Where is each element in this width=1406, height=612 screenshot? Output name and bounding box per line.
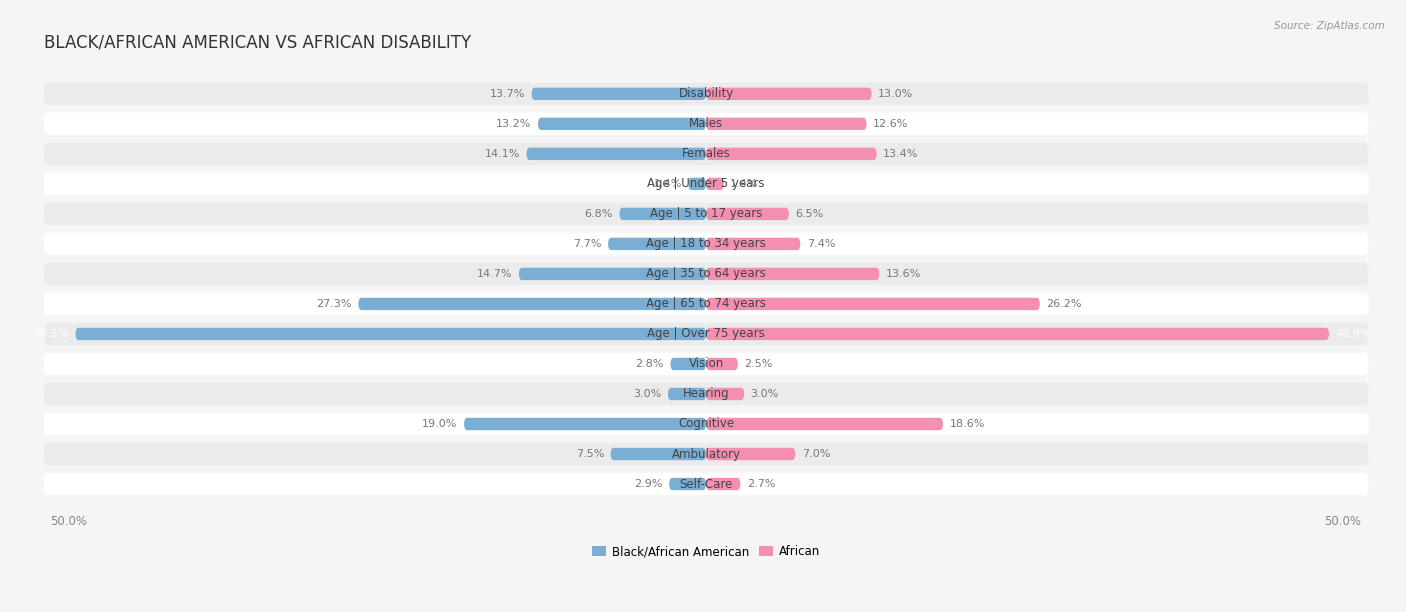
FancyBboxPatch shape	[44, 143, 1368, 165]
FancyBboxPatch shape	[44, 323, 1368, 345]
Text: 6.8%: 6.8%	[585, 209, 613, 219]
Text: Age | 65 to 74 years: Age | 65 to 74 years	[647, 297, 766, 310]
Text: 18.6%: 18.6%	[949, 419, 984, 429]
FancyBboxPatch shape	[706, 237, 800, 250]
Text: 13.6%: 13.6%	[886, 269, 921, 279]
Text: 2.9%: 2.9%	[634, 479, 662, 489]
FancyBboxPatch shape	[669, 478, 706, 490]
FancyBboxPatch shape	[44, 293, 1368, 315]
Text: Disability: Disability	[679, 88, 734, 100]
FancyBboxPatch shape	[44, 473, 1368, 495]
FancyBboxPatch shape	[706, 298, 1040, 310]
Text: 7.0%: 7.0%	[801, 449, 830, 459]
Text: 7.5%: 7.5%	[576, 449, 605, 459]
Text: 49.5%: 49.5%	[34, 329, 69, 339]
Text: 13.7%: 13.7%	[489, 89, 526, 99]
FancyBboxPatch shape	[519, 267, 706, 280]
Text: 27.3%: 27.3%	[316, 299, 352, 309]
FancyBboxPatch shape	[706, 328, 1329, 340]
Text: 14.7%: 14.7%	[477, 269, 512, 279]
Text: 1.4%: 1.4%	[730, 179, 759, 189]
FancyBboxPatch shape	[607, 237, 706, 250]
Text: Self-Care: Self-Care	[679, 477, 733, 491]
FancyBboxPatch shape	[706, 358, 738, 370]
FancyBboxPatch shape	[44, 412, 1368, 435]
FancyBboxPatch shape	[706, 207, 789, 220]
Text: 12.6%: 12.6%	[873, 119, 908, 129]
FancyBboxPatch shape	[44, 382, 1368, 405]
Text: Males: Males	[689, 118, 723, 130]
Text: 2.5%: 2.5%	[744, 359, 773, 369]
Text: 26.2%: 26.2%	[1046, 299, 1081, 309]
FancyBboxPatch shape	[526, 147, 706, 160]
FancyBboxPatch shape	[44, 442, 1368, 465]
Text: 19.0%: 19.0%	[422, 419, 457, 429]
Legend: Black/African American, African: Black/African American, African	[588, 540, 825, 563]
Text: Ambulatory: Ambulatory	[672, 447, 741, 460]
Text: Age | Over 75 years: Age | Over 75 years	[647, 327, 765, 340]
Text: 2.8%: 2.8%	[636, 359, 664, 369]
Text: Age | Under 5 years: Age | Under 5 years	[647, 177, 765, 190]
FancyBboxPatch shape	[706, 448, 796, 460]
FancyBboxPatch shape	[671, 358, 706, 370]
FancyBboxPatch shape	[620, 207, 706, 220]
FancyBboxPatch shape	[668, 388, 706, 400]
Text: Hearing: Hearing	[683, 387, 730, 400]
Text: 14.1%: 14.1%	[485, 149, 520, 159]
FancyBboxPatch shape	[706, 478, 741, 490]
Text: 6.5%: 6.5%	[796, 209, 824, 219]
FancyBboxPatch shape	[44, 233, 1368, 255]
Text: Age | 35 to 64 years: Age | 35 to 64 years	[647, 267, 766, 280]
FancyBboxPatch shape	[464, 418, 706, 430]
FancyBboxPatch shape	[538, 118, 706, 130]
FancyBboxPatch shape	[76, 328, 706, 340]
FancyBboxPatch shape	[706, 88, 872, 100]
Text: 3.0%: 3.0%	[633, 389, 661, 399]
Text: 1.4%: 1.4%	[654, 179, 682, 189]
FancyBboxPatch shape	[44, 113, 1368, 135]
Text: 48.9%: 48.9%	[1336, 329, 1371, 339]
FancyBboxPatch shape	[706, 177, 724, 190]
Text: Source: ZipAtlas.com: Source: ZipAtlas.com	[1274, 21, 1385, 31]
FancyBboxPatch shape	[44, 173, 1368, 195]
FancyBboxPatch shape	[706, 388, 744, 400]
Text: 7.7%: 7.7%	[574, 239, 602, 249]
Text: 13.4%: 13.4%	[883, 149, 918, 159]
Text: Age | 18 to 34 years: Age | 18 to 34 years	[647, 237, 766, 250]
FancyBboxPatch shape	[531, 88, 706, 100]
Text: 7.4%: 7.4%	[807, 239, 835, 249]
Text: Females: Females	[682, 147, 731, 160]
FancyBboxPatch shape	[610, 448, 706, 460]
Text: 13.0%: 13.0%	[879, 89, 914, 99]
Text: Cognitive: Cognitive	[678, 417, 734, 430]
FancyBboxPatch shape	[44, 353, 1368, 375]
FancyBboxPatch shape	[706, 267, 879, 280]
FancyBboxPatch shape	[44, 83, 1368, 105]
FancyBboxPatch shape	[706, 418, 943, 430]
FancyBboxPatch shape	[359, 298, 706, 310]
Text: Age | 5 to 17 years: Age | 5 to 17 years	[650, 207, 762, 220]
Text: 13.2%: 13.2%	[496, 119, 531, 129]
FancyBboxPatch shape	[706, 147, 877, 160]
FancyBboxPatch shape	[44, 203, 1368, 225]
Text: 3.0%: 3.0%	[751, 389, 779, 399]
Text: Vision: Vision	[689, 357, 724, 370]
Text: BLACK/AFRICAN AMERICAN VS AFRICAN DISABILITY: BLACK/AFRICAN AMERICAN VS AFRICAN DISABI…	[44, 34, 471, 51]
FancyBboxPatch shape	[44, 263, 1368, 285]
FancyBboxPatch shape	[689, 177, 706, 190]
Text: 2.7%: 2.7%	[747, 479, 775, 489]
FancyBboxPatch shape	[706, 118, 866, 130]
